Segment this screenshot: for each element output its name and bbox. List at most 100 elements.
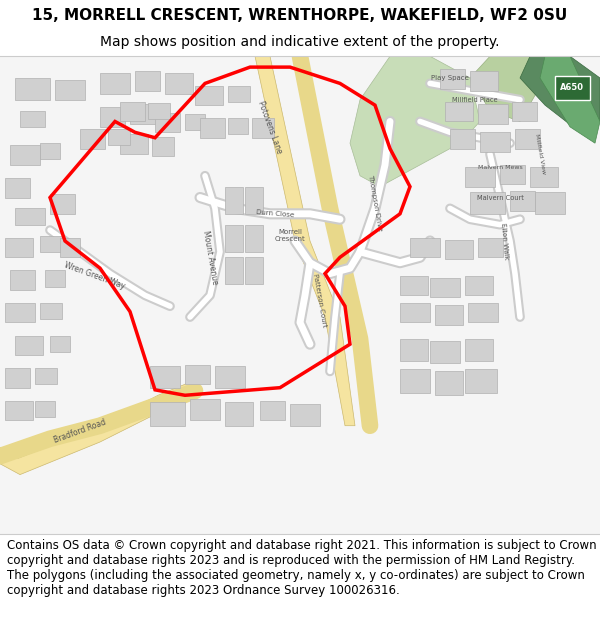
Bar (225, 402, 253, 426)
Text: Thompson Drive: Thompson Drive (367, 174, 383, 232)
Bar (400, 369, 430, 393)
Bar (155, 112, 180, 132)
Bar (148, 103, 170, 119)
Bar (195, 86, 223, 105)
Bar (445, 102, 473, 121)
Bar (100, 107, 125, 127)
Bar (535, 192, 565, 214)
Bar (185, 114, 205, 130)
Bar (465, 369, 497, 393)
Bar (410, 238, 440, 258)
Bar (150, 402, 185, 426)
Bar (290, 404, 320, 426)
Bar (55, 80, 85, 100)
Bar (245, 224, 263, 252)
Bar (400, 276, 428, 295)
Bar (465, 339, 493, 361)
Bar (100, 72, 130, 94)
Bar (15, 78, 50, 100)
Text: Morrell
Crescent: Morrell Crescent (275, 229, 305, 242)
Bar (10, 146, 40, 165)
Text: Potovens Lane: Potovens Lane (256, 99, 284, 154)
Polygon shape (470, 56, 545, 121)
Text: Millfield Place: Millfield Place (452, 97, 498, 102)
Text: A650: A650 (560, 83, 584, 92)
Text: Contains OS data © Crown copyright and database right 2021. This information is : Contains OS data © Crown copyright and d… (7, 539, 597, 597)
Polygon shape (0, 382, 195, 474)
Bar (478, 104, 508, 124)
Bar (245, 258, 263, 284)
Text: Elton Walk: Elton Walk (500, 222, 509, 259)
Bar (260, 401, 285, 420)
Bar (555, 76, 590, 100)
Bar (5, 238, 33, 258)
Polygon shape (520, 56, 600, 132)
Bar (430, 341, 460, 362)
Bar (470, 192, 505, 214)
Polygon shape (350, 56, 480, 187)
Text: Map shows position and indicative extent of the property.: Map shows position and indicative extent… (100, 35, 500, 49)
Bar (225, 224, 243, 252)
Bar (10, 271, 35, 290)
Bar (130, 104, 160, 124)
Text: Mount Avenue: Mount Avenue (201, 229, 219, 285)
Bar (468, 303, 498, 322)
Bar (165, 72, 193, 94)
Bar (190, 399, 220, 420)
Bar (15, 336, 43, 355)
Bar (510, 191, 535, 211)
Bar (245, 187, 263, 214)
Bar (5, 178, 30, 198)
Bar (150, 366, 180, 388)
Bar (215, 366, 245, 388)
Bar (35, 368, 57, 384)
Bar (515, 129, 540, 149)
Bar (435, 305, 463, 324)
Bar (225, 187, 243, 214)
Text: Durn Close: Durn Close (256, 209, 294, 219)
Bar (5, 401, 33, 420)
Bar (530, 167, 558, 187)
Bar (60, 238, 80, 258)
Bar (50, 194, 75, 214)
Text: Millfield View: Millfield View (534, 133, 546, 174)
Text: Play Space: Play Space (431, 75, 469, 81)
Bar (40, 303, 62, 319)
Bar (430, 278, 460, 298)
Bar (225, 258, 243, 284)
Bar (512, 102, 537, 121)
Text: Patterson Court: Patterson Court (313, 274, 328, 328)
Bar (450, 129, 475, 149)
Bar (5, 368, 30, 388)
Bar (400, 303, 430, 322)
Bar (120, 134, 148, 154)
Bar (228, 118, 248, 134)
Bar (5, 303, 35, 322)
Bar (465, 167, 495, 187)
Bar (80, 129, 105, 149)
Bar (20, 111, 45, 127)
Text: Malvern Court: Malvern Court (476, 194, 523, 201)
Bar (252, 118, 274, 138)
Bar (120, 102, 145, 121)
Bar (50, 336, 70, 352)
Bar (152, 137, 174, 156)
Text: Malvern Mews: Malvern Mews (478, 164, 523, 169)
Bar (480, 132, 510, 152)
Bar (108, 129, 130, 146)
Polygon shape (540, 56, 600, 143)
Bar (465, 276, 493, 295)
Bar (470, 71, 498, 91)
Bar (228, 86, 250, 102)
Bar (445, 240, 473, 259)
Bar (200, 118, 225, 138)
Bar (40, 143, 60, 159)
Text: 15, MORRELL CRESCENT, WRENTHORPE, WAKEFIELD, WF2 0SU: 15, MORRELL CRESCENT, WRENTHORPE, WAKEFI… (32, 8, 568, 23)
Bar (478, 238, 503, 258)
Bar (40, 236, 62, 252)
Bar (500, 165, 525, 184)
Text: Bradford Road: Bradford Road (53, 418, 107, 445)
Bar (400, 339, 428, 361)
Bar (45, 271, 65, 287)
Text: Wren Green Way: Wren Green Way (64, 261, 127, 291)
